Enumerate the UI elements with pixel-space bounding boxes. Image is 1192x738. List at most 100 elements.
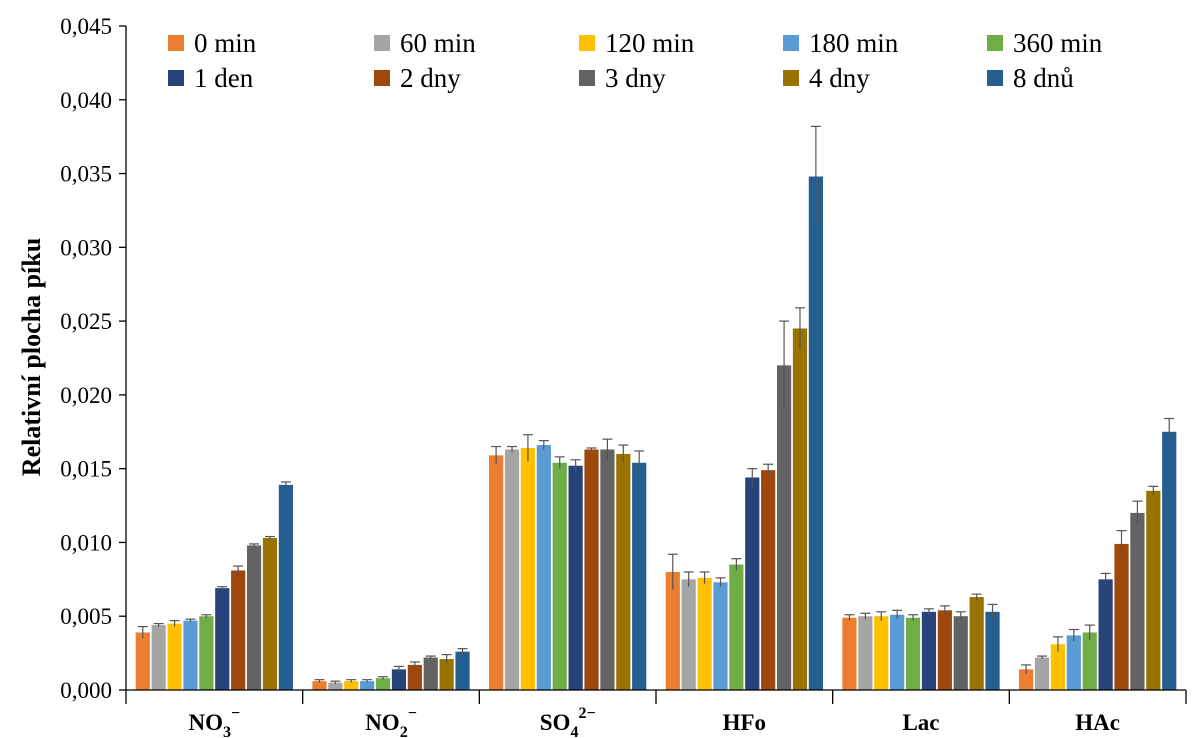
- plot-area: [135, 125, 1177, 691]
- bar: [985, 611, 1000, 690]
- bar: [729, 564, 744, 690]
- bar: [681, 579, 696, 690]
- bar: [439, 659, 454, 690]
- y-tick-label: 0,025: [60, 309, 112, 334]
- bar: [312, 681, 327, 690]
- bar: [842, 617, 857, 690]
- bar: [455, 651, 470, 690]
- bar: [632, 462, 647, 690]
- x-tick-label: NO2−: [365, 705, 417, 738]
- bar: [504, 449, 520, 690]
- bar: [246, 545, 262, 690]
- bar: [423, 657, 438, 690]
- bar: [584, 449, 599, 690]
- legend-swatch: [374, 70, 390, 86]
- bar: [1066, 635, 1081, 690]
- legend-label: 4 dny: [809, 63, 870, 93]
- bar: [792, 328, 808, 690]
- bar: [407, 664, 422, 690]
- legend-label: 2 dny: [400, 63, 461, 93]
- bar: [776, 365, 792, 690]
- y-axis-label: Relativní plocha píku: [17, 238, 46, 476]
- bar: [360, 681, 375, 690]
- x-axis: NO3− NO2− SO42− HFo Lac HAc: [125, 689, 1187, 738]
- bar: [151, 625, 166, 690]
- bar: [344, 681, 359, 690]
- bar: [520, 448, 536, 690]
- bar: [568, 465, 583, 690]
- bar: [167, 623, 182, 690]
- bar: [808, 176, 823, 691]
- bar: [375, 678, 391, 690]
- bar: [921, 611, 937, 690]
- legend-swatch: [783, 35, 799, 51]
- y-tick-label: 0,045: [60, 14, 112, 39]
- bar: [183, 620, 198, 690]
- legend-label: 360 min: [1013, 28, 1103, 58]
- x-tick-label: Lac: [902, 710, 939, 735]
- bar: [199, 616, 214, 690]
- bar: [552, 462, 567, 690]
- legend-label: 0 min: [194, 28, 257, 58]
- x-tick-label: SO42−: [540, 705, 596, 738]
- y-tick-label: 0,020: [60, 383, 112, 408]
- y-tick-label: 0,000: [60, 678, 112, 703]
- x-tick-label: HAc: [1075, 710, 1120, 735]
- y-tick-label: 0,035: [60, 162, 112, 187]
- bar: [135, 632, 150, 690]
- bar: [665, 571, 680, 690]
- y-tick-label: 0,005: [60, 604, 112, 629]
- legend-label: 120 min: [605, 28, 695, 58]
- bar: [1146, 490, 1161, 690]
- legend-swatch: [374, 35, 390, 51]
- bar: [1114, 543, 1129, 690]
- legend-label: 1 den: [194, 63, 254, 93]
- bar: [391, 669, 407, 690]
- bar: [745, 477, 760, 690]
- bar: [262, 538, 278, 690]
- bar: [937, 610, 952, 690]
- bar: [953, 616, 968, 690]
- bar: [874, 616, 889, 690]
- bar: [858, 616, 873, 690]
- bar: [1034, 657, 1050, 690]
- legend-swatch: [168, 35, 184, 51]
- bar: [890, 614, 905, 690]
- bar: [1082, 632, 1097, 690]
- bar: [1050, 644, 1066, 690]
- bar: [1019, 669, 1034, 690]
- legend-label: 60 min: [400, 28, 476, 58]
- bar: [905, 617, 921, 690]
- legend: 0 min 60 min 120 min 180 min 360 min 1 den 2 d…: [168, 28, 1103, 93]
- y-tick-label: 0,040: [60, 88, 112, 113]
- bar: [600, 449, 615, 690]
- legend-swatch: [579, 70, 595, 86]
- bar: [489, 455, 504, 690]
- bar: [1098, 579, 1113, 690]
- bar: [278, 484, 293, 690]
- legend-swatch: [579, 35, 595, 51]
- legend-swatch: [783, 70, 799, 86]
- legend-label: 8 dnů: [1013, 63, 1074, 93]
- bar: [231, 570, 246, 690]
- bar: [1130, 512, 1145, 690]
- bar: [616, 453, 631, 690]
- bar: [1162, 431, 1177, 690]
- bar: [215, 588, 230, 690]
- bar: [328, 682, 343, 690]
- bar: [713, 582, 728, 690]
- y-tick-label: 0,010: [60, 530, 112, 555]
- bar: [969, 597, 984, 690]
- legend-swatch: [987, 70, 1003, 86]
- bar: [697, 577, 712, 690]
- legend-swatch: [987, 35, 1003, 51]
- bar: [761, 470, 776, 690]
- legend-label: 3 dny: [605, 63, 666, 93]
- x-tick-label: NO3−: [189, 705, 241, 738]
- y-axis: 0,000 0,005 0,010 0,015 0,020 0,025 0,030 0,035…: [60, 14, 127, 703]
- y-tick-label: 0,030: [60, 235, 112, 260]
- legend-label: 180 min: [809, 28, 899, 58]
- bar: [536, 445, 551, 690]
- y-tick-label: 0,015: [60, 457, 112, 482]
